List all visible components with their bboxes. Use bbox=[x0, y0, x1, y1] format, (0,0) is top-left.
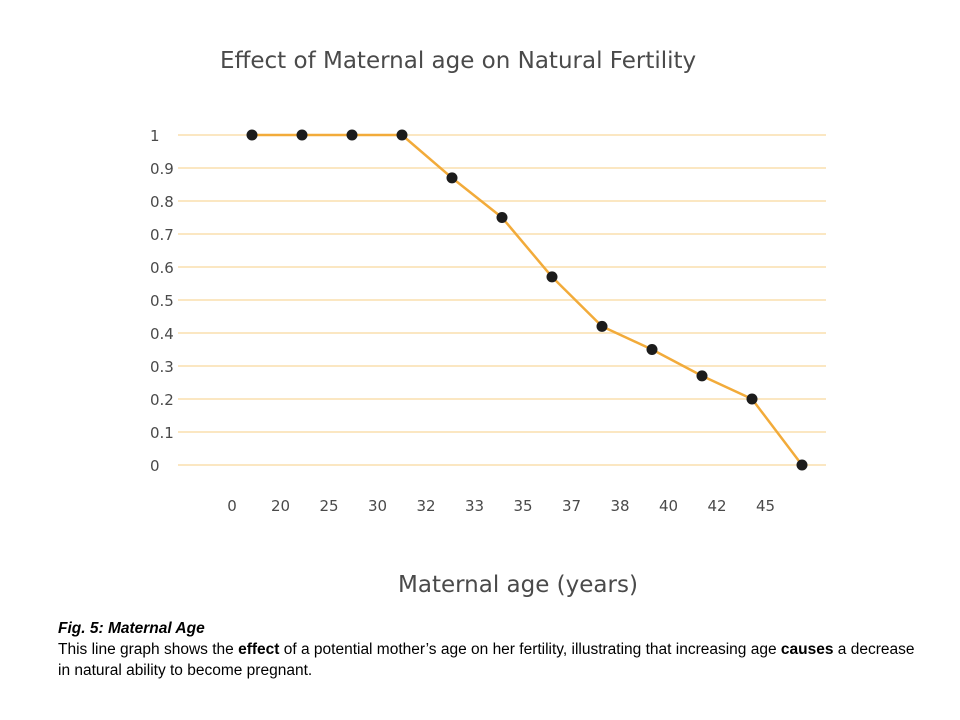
y-tick-label: 0.4 bbox=[150, 325, 174, 343]
series-line-layer bbox=[252, 133, 803, 466]
x-tick-label: 33 bbox=[465, 497, 484, 515]
y-axis-ticks: 0 0.1 0.2 0.3 0.4 0.5 0.6 0.7 0.8 0.9 1 bbox=[150, 127, 174, 475]
y-tick-label: 0.9 bbox=[150, 160, 174, 178]
data-point bbox=[596, 320, 608, 332]
y-tick-label: 0.1 bbox=[150, 424, 174, 442]
chart-title: Effect of Maternal age on Natural Fertil… bbox=[220, 48, 696, 74]
x-tick-label: 35 bbox=[513, 497, 532, 515]
data-point bbox=[746, 393, 758, 405]
data-point bbox=[346, 129, 358, 141]
y-tick-label: 0.5 bbox=[150, 292, 174, 310]
data-point bbox=[396, 129, 408, 141]
y-tick-label: 0.3 bbox=[150, 358, 174, 376]
gridlines bbox=[178, 134, 826, 466]
caption-text-3: a decrease in natural ability to become … bbox=[58, 641, 915, 679]
figure-caption: Fig. 5: Maternal Age This line graph sho… bbox=[58, 618, 918, 681]
data-point bbox=[496, 212, 508, 223]
y-tick-label: 0.7 bbox=[150, 226, 174, 244]
data-point bbox=[546, 271, 558, 283]
data-points bbox=[246, 129, 808, 471]
y-tick-label: 1 bbox=[150, 127, 160, 145]
x-tick-label: 30 bbox=[368, 497, 387, 515]
x-axis-label: Maternal age (years) bbox=[398, 572, 638, 598]
data-point bbox=[646, 344, 658, 355]
caption-text-2: of a potential mother’s age on her ferti… bbox=[279, 641, 781, 658]
x-tick-label: 45 bbox=[756, 497, 775, 515]
fertility-line-chart: Effect of Maternal age on Natural Fertil… bbox=[150, 48, 826, 598]
x-tick-label: 20 bbox=[271, 497, 290, 515]
x-tick-label: 37 bbox=[562, 497, 581, 515]
caption-text-1: This line graph shows the bbox=[58, 641, 239, 658]
caption-emphasis-causes: causes bbox=[780, 641, 834, 658]
x-tick-label: 40 bbox=[659, 497, 678, 515]
data-point bbox=[796, 459, 808, 471]
x-tick-label: 42 bbox=[707, 497, 726, 515]
y-tick-label: 0.2 bbox=[150, 391, 174, 409]
caption-title: Fig. 5: Maternal Age bbox=[58, 620, 205, 637]
data-point bbox=[296, 129, 308, 141]
y-tick-label: 0.8 bbox=[150, 193, 174, 211]
y-tick-label: 0.6 bbox=[150, 259, 174, 277]
x-tick-label: 38 bbox=[610, 497, 629, 515]
y-tick-label: 0 bbox=[150, 457, 160, 475]
data-point bbox=[446, 172, 458, 184]
x-tick-label: 25 bbox=[319, 497, 338, 515]
data-point bbox=[696, 370, 708, 382]
x-axis-ticks: 0 20 25 30 32 33 35 37 38 40 42 45 bbox=[227, 497, 775, 515]
x-tick-label: 32 bbox=[416, 497, 435, 515]
x-tick-label: 0 bbox=[227, 497, 237, 515]
series-line bbox=[252, 133, 803, 466]
caption-emphasis-effect: effect bbox=[238, 641, 280, 658]
data-point bbox=[246, 129, 258, 141]
